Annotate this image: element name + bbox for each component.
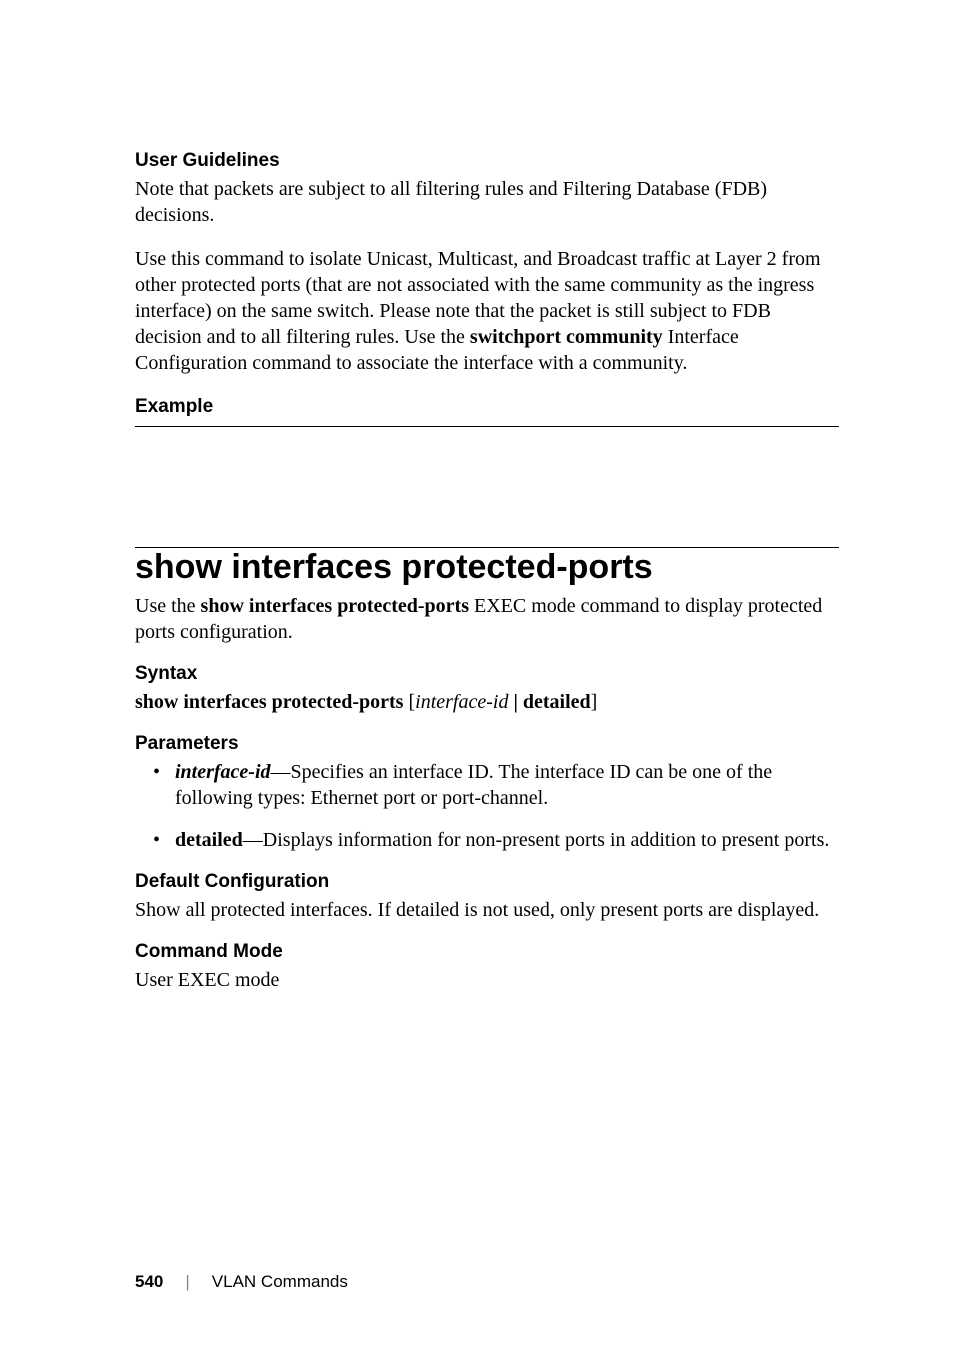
syntax-mid: | — [508, 691, 522, 713]
syntax-line: show interfaces protected-ports [interfa… — [135, 689, 839, 715]
user-guidelines-para1: Note that packets are subject to all fil… — [135, 176, 839, 228]
example-heading: Example — [135, 396, 839, 418]
command-mode-heading: Command Mode — [135, 941, 839, 963]
command-mode-text: User EXEC mode — [135, 967, 839, 993]
syntax-cmd1: show interfaces protected-ports — [135, 691, 403, 713]
syntax-heading: Syntax — [135, 663, 839, 685]
ug-para2-bold: switchport community — [470, 326, 663, 348]
param1-name: interface-id — [175, 761, 271, 783]
footer-section: VLAN Commands — [212, 1272, 348, 1291]
page-footer: 540 | VLAN Commands — [135, 1272, 348, 1292]
param-item-2: detailed—Displays information for non-pr… — [175, 827, 839, 853]
default-config-text: Show all protected interfaces. If detail… — [135, 897, 839, 923]
user-guidelines-heading: User Guidelines — [135, 150, 839, 172]
syntax-cmd2: detailed — [523, 691, 591, 713]
example-gap — [135, 427, 839, 547]
syntax-open: [ — [403, 691, 415, 713]
cmd-intro-a: Use the — [135, 595, 201, 617]
command-intro: Use the show interfaces protected-ports … — [135, 593, 839, 645]
cmd-intro-bold: show interfaces protected-ports — [201, 595, 469, 617]
syntax-italic: interface-id — [415, 691, 508, 713]
param2-text: —Displays information for non-present po… — [243, 829, 830, 851]
param-item-1: interface-id—Specifies an interface ID. … — [175, 759, 839, 811]
parameters-heading: Parameters — [135, 733, 839, 755]
parameters-list: interface-id—Specifies an interface ID. … — [135, 759, 839, 853]
default-config-heading: Default Configuration — [135, 871, 839, 893]
param2-name: detailed — [175, 829, 243, 851]
user-guidelines-para2: Use this command to isolate Unicast, Mul… — [135, 246, 839, 376]
command-title: show interfaces protected-ports — [135, 548, 839, 587]
syntax-close: ] — [591, 691, 598, 713]
footer-separator: | — [185, 1272, 189, 1291]
page-number: 540 — [135, 1272, 163, 1291]
